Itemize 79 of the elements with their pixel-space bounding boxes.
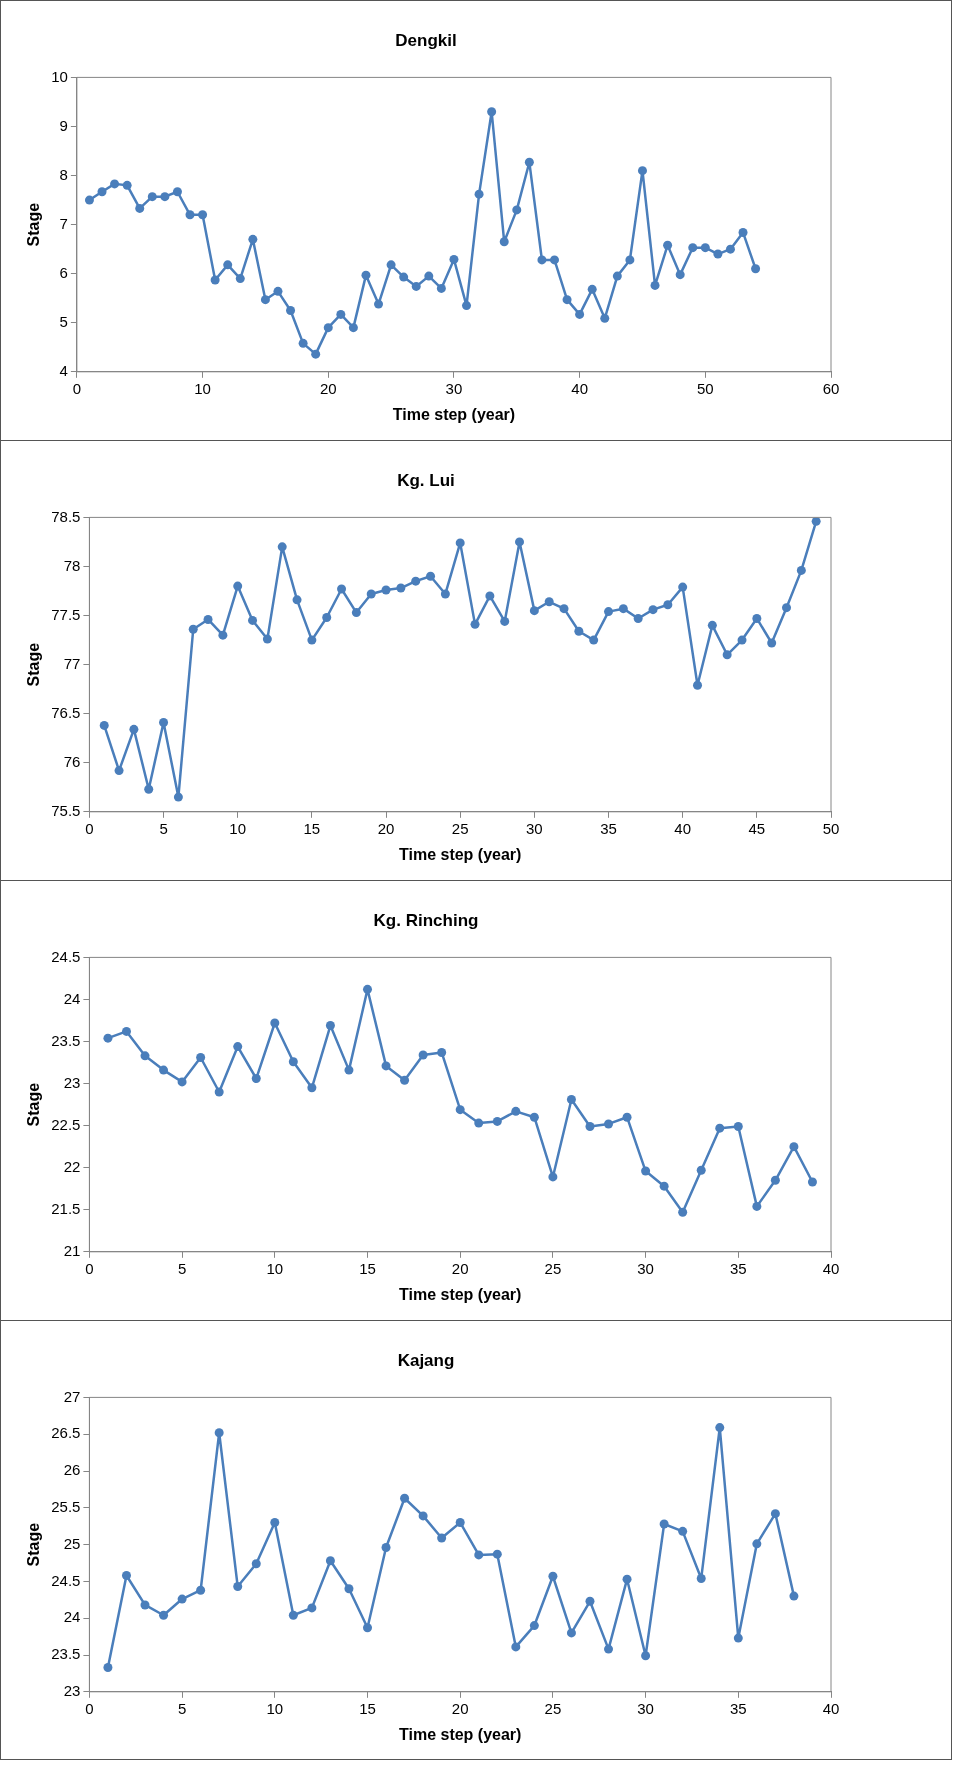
x-tick-label: 40	[822, 1259, 840, 1277]
y-tick-label: 26	[63, 1461, 81, 1479]
x-tick-label: 35	[600, 819, 617, 837]
x-tick-label: 25	[544, 1699, 562, 1717]
y-tick-label: 21.5	[51, 1199, 81, 1217]
x-tick-label: 30	[526, 819, 543, 837]
y-tick-label: 77	[63, 654, 81, 672]
chart-title: Dengkil	[395, 30, 457, 50]
x-tick-label: 45	[748, 819, 766, 837]
x-tick-label: 20	[451, 1259, 469, 1277]
x-tick-label: 10	[266, 1699, 284, 1717]
y-tick-label: 24.5	[51, 1571, 81, 1589]
y-tick-label: 23.5	[51, 1645, 81, 1663]
chart-title: Kajang	[397, 1350, 455, 1370]
y-axis-title: Stage	[25, 1082, 43, 1127]
y-tick-label: 22	[63, 1157, 81, 1175]
y-tick-label: 77.5	[51, 605, 81, 623]
x-tick-label: 0	[72, 379, 82, 397]
chart-title: Kg. Lui	[397, 470, 455, 490]
y-tick-label: 10	[51, 67, 68, 85]
x-tick-label: 50	[696, 379, 714, 397]
x-tick-label: 50	[822, 819, 840, 837]
x-tick-label: 60	[822, 379, 840, 397]
x-tick-label: 25	[544, 1259, 562, 1277]
y-tick-label: 23.5	[51, 1031, 81, 1049]
x-tick-label: 0	[85, 1259, 94, 1277]
y-tick-label: 9	[59, 116, 68, 134]
x-tick-label: 20	[451, 1699, 469, 1717]
x-tick-label: 5	[177, 1259, 187, 1277]
x-tick-label: 40	[822, 1699, 840, 1717]
y-tick-label: 25.5	[51, 1497, 81, 1515]
y-tick-label: 24	[63, 989, 81, 1007]
x-tick-label: 15	[303, 819, 321, 837]
x-tick-label: 20	[319, 379, 337, 397]
y-tick-label: 6	[59, 263, 68, 281]
x-tick-label: 15	[359, 1699, 376, 1717]
y-tick-label: 24.5	[51, 947, 81, 965]
y-tick-label: 21	[63, 1241, 81, 1259]
y-tick-label: 76	[63, 752, 81, 770]
y-axis-title: Stage	[25, 642, 43, 687]
y-tick-label: 4	[59, 361, 68, 379]
x-tick-label: 10	[266, 1259, 284, 1277]
x-tick-label: 35	[729, 1259, 747, 1277]
y-tick-label: 23	[63, 1073, 81, 1091]
x-tick-label: 40	[674, 819, 692, 837]
x-tick-label: 25	[451, 819, 469, 837]
y-tick-label: 8	[59, 165, 68, 183]
x-axis-title: Time step (year)	[392, 405, 516, 423]
x-tick-label: 5	[159, 819, 168, 837]
x-tick-label: 10	[229, 819, 247, 837]
x-tick-label: 0	[85, 1699, 94, 1717]
y-tick-label: 7	[59, 214, 68, 232]
x-tick-label: 40	[571, 379, 588, 397]
y-tick-label: 78.5	[51, 507, 81, 525]
y-tick-label: 5	[59, 312, 68, 330]
y-axis-title: Stage	[25, 1522, 43, 1567]
y-tick-label: 25	[63, 1534, 81, 1552]
chart-title: Kg. Rinching	[373, 910, 479, 930]
y-tick-label: 75.5	[51, 801, 81, 819]
y-tick-label: 78	[63, 556, 81, 574]
x-tick-label: 30	[445, 379, 463, 397]
x-axis-title: Time step (year)	[398, 1285, 522, 1303]
x-tick-label: 10	[194, 379, 211, 397]
x-tick-label: 20	[377, 819, 395, 837]
x-tick-label: 15	[359, 1259, 376, 1277]
y-tick-label: 22.5	[51, 1115, 81, 1133]
x-axis-title: Time step (year)	[398, 845, 522, 863]
y-tick-label: 24	[63, 1608, 81, 1626]
x-tick-label: 30	[637, 1259, 654, 1277]
x-tick-label: 35	[729, 1699, 747, 1717]
y-tick-label: 23	[63, 1681, 81, 1699]
x-axis-title: Time step (year)	[398, 1725, 522, 1743]
x-tick-label: 30	[637, 1699, 654, 1717]
y-tick-label: 76.5	[51, 703, 81, 721]
y-tick-label: 27	[63, 1387, 81, 1405]
y-axis-title: Stage	[25, 202, 43, 247]
x-tick-label: 5	[177, 1699, 187, 1717]
y-tick-label: 26.5	[51, 1424, 81, 1442]
x-tick-label: 0	[85, 819, 94, 837]
